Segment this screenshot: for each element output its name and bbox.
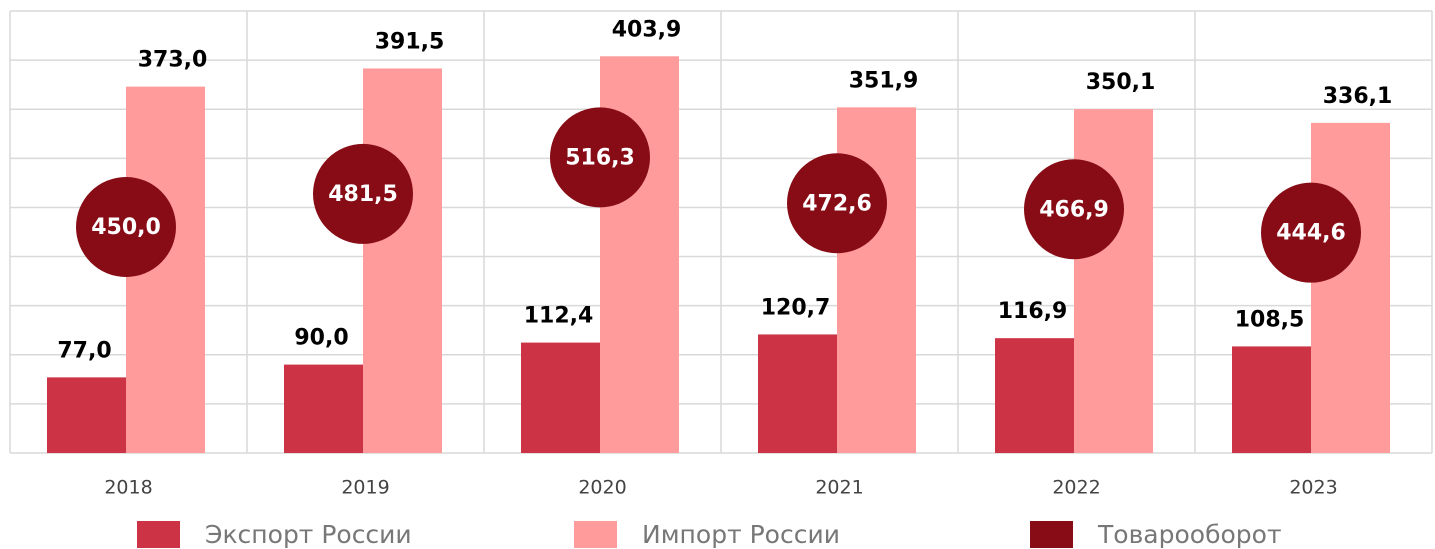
- total-label: 450,0: [91, 215, 161, 240]
- bar: [284, 364, 363, 453]
- legend-label: Экспорт России: [205, 520, 412, 549]
- total-circle: [787, 153, 887, 254]
- total-circle: [1024, 159, 1124, 260]
- data-label: 77,0: [57, 338, 111, 363]
- data-label: 90,0: [294, 326, 348, 351]
- bar: [758, 334, 837, 453]
- x-tick-label: 2021: [815, 477, 863, 499]
- total-circle: [313, 143, 413, 244]
- total-label: 481,5: [328, 182, 398, 207]
- x-tick-label: 2020: [578, 477, 626, 499]
- bar: [1311, 122, 1390, 453]
- total-circle: [76, 177, 176, 277]
- total-label: 516,3: [565, 145, 635, 170]
- legend-label: Товарооборот: [1097, 520, 1282, 549]
- legend-swatch: [1030, 521, 1073, 548]
- data-label: 336,1: [1323, 84, 1393, 109]
- bar: [47, 377, 126, 453]
- total-label: 444,6: [1276, 221, 1346, 246]
- data-label: 403,9: [612, 17, 682, 42]
- data-label: 351,9: [849, 68, 919, 93]
- data-label: 120,7: [761, 295, 831, 320]
- data-label: 112,4: [524, 304, 594, 329]
- bar: [1232, 346, 1311, 453]
- total-label: 472,6: [802, 191, 872, 216]
- data-label: 116,9: [998, 299, 1068, 324]
- bar: [363, 68, 442, 454]
- x-tick-label: 2019: [341, 477, 389, 499]
- x-tick-label: 2022: [1052, 477, 1100, 499]
- total-circle: [1261, 182, 1361, 283]
- data-label: 108,5: [1235, 307, 1305, 332]
- bar: [521, 342, 600, 453]
- x-tick-label: 2023: [1289, 477, 1337, 499]
- x-tick-label: 2018: [104, 477, 152, 499]
- bar: [995, 338, 1074, 453]
- data-label: 391,5: [375, 29, 445, 54]
- legend-label: Импорт России: [642, 520, 840, 549]
- total-label: 466,9: [1039, 197, 1109, 222]
- legend-swatch: [574, 521, 617, 548]
- data-label: 373,0: [138, 48, 208, 73]
- data-label: 350,1: [1086, 70, 1156, 95]
- total-circle: [550, 107, 650, 208]
- legend-swatch: [137, 521, 180, 548]
